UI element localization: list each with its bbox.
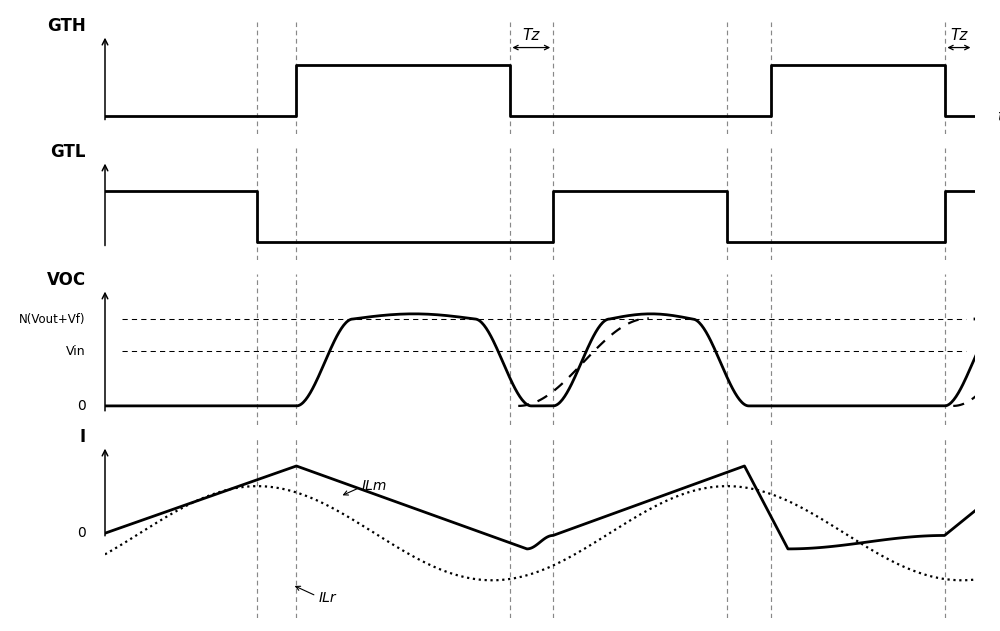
Text: ILr: ILr bbox=[318, 591, 336, 605]
Text: GTH: GTH bbox=[47, 17, 86, 35]
Text: Vin: Vin bbox=[66, 345, 86, 358]
Text: VOC: VOC bbox=[47, 271, 86, 289]
Text: GTL: GTL bbox=[50, 143, 86, 161]
Text: Tz: Tz bbox=[950, 28, 968, 44]
Text: 0: 0 bbox=[77, 399, 86, 413]
Text: t: t bbox=[997, 109, 1000, 124]
Text: ILm: ILm bbox=[362, 479, 387, 493]
Text: I: I bbox=[80, 428, 86, 446]
Text: N(Vout+Vf): N(Vout+Vf) bbox=[19, 312, 86, 326]
Text: 0: 0 bbox=[77, 526, 86, 540]
Text: Tz: Tz bbox=[523, 28, 540, 44]
